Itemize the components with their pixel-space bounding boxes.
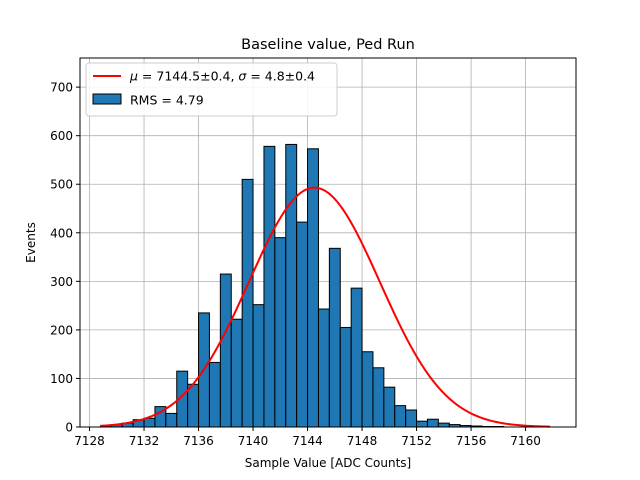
histogram-bar bbox=[416, 420, 428, 428]
histogram-bar bbox=[274, 237, 287, 428]
histogram-bar bbox=[394, 405, 407, 428]
histogram-bar bbox=[165, 412, 178, 428]
y-tick-label: 200 bbox=[50, 323, 73, 337]
histogram-bar bbox=[317, 308, 330, 428]
histogram-bar bbox=[405, 409, 418, 428]
x-tick-label: 7160 bbox=[510, 434, 541, 448]
histogram-bar bbox=[143, 417, 156, 428]
legend-mu-value: = 7144.5±0.4, bbox=[138, 69, 238, 84]
histogram-bar bbox=[241, 178, 254, 428]
x-tick-label: 7132 bbox=[129, 434, 160, 448]
y-tick-label: 0 bbox=[65, 421, 73, 435]
legend-fit-label: μ = 7144.5±0.4, σ = 4.8±0.4 bbox=[129, 69, 315, 84]
x-tick-label: 7156 bbox=[456, 434, 487, 448]
x-tick-label: 7136 bbox=[183, 434, 214, 448]
x-tick-label: 7140 bbox=[238, 434, 269, 448]
x-axis-ticks: 7128 7132 7136 7140 7144 7148 7152 7156 7160 bbox=[74, 427, 541, 448]
histogram-bar bbox=[252, 304, 265, 428]
histogram-bar bbox=[361, 351, 374, 428]
x-tick-label: 7152 bbox=[401, 434, 432, 448]
histogram-bar bbox=[208, 361, 221, 428]
x-tick-label: 7128 bbox=[74, 434, 105, 448]
histogram-bar bbox=[285, 143, 298, 428]
y-tick-label: 700 bbox=[50, 81, 73, 95]
y-tick-label: 400 bbox=[50, 226, 73, 240]
legend-box bbox=[85, 62, 338, 117]
histogram-bar bbox=[230, 318, 243, 428]
histogram-bar bbox=[437, 422, 450, 428]
histogram-bar bbox=[426, 418, 439, 428]
legend-sigma-symbol: σ bbox=[238, 69, 247, 84]
legend-hist-swatch bbox=[92, 93, 122, 105]
histogram-bar bbox=[383, 386, 396, 428]
y-tick-label: 100 bbox=[50, 372, 73, 386]
plot-frame bbox=[79, 57, 577, 428]
legend-sigma-value: = 4.8±0.4 bbox=[246, 69, 315, 84]
x-tick-label: 7144 bbox=[292, 434, 323, 448]
y-tick-label: 300 bbox=[50, 275, 73, 289]
legend: μ = 7144.5±0.4, σ = 4.8±0.4 RMS = 4.79 bbox=[85, 62, 338, 117]
histogram-bar bbox=[328, 247, 341, 428]
x-tick-label: 7148 bbox=[347, 434, 378, 448]
legend-hist-label: RMS = 4.79 bbox=[130, 93, 204, 108]
legend-mu-symbol: μ bbox=[129, 69, 138, 84]
histogram-bar bbox=[372, 367, 385, 428]
y-tick-label: 600 bbox=[50, 129, 73, 143]
histogram-bar bbox=[263, 145, 276, 428]
y-tick-label: 500 bbox=[50, 178, 73, 192]
y-axis-label: Events bbox=[24, 222, 38, 263]
histogram-bar bbox=[350, 287, 363, 428]
histogram-bar bbox=[187, 383, 200, 428]
chart-title: Baseline value, Ped Run bbox=[241, 37, 415, 53]
histogram-bar bbox=[296, 221, 309, 428]
histogram-bar bbox=[219, 273, 232, 428]
histogram-bar bbox=[307, 148, 319, 428]
y-axis-ticks: 0 100 200 300 400 500 600 700 bbox=[50, 81, 80, 435]
gaussian-fit-curve bbox=[100, 186, 551, 428]
x-axis-label: Sample Value [ADC Counts] bbox=[245, 456, 411, 470]
histogram-bars bbox=[99, 143, 505, 428]
histogram-bar bbox=[339, 326, 352, 428]
